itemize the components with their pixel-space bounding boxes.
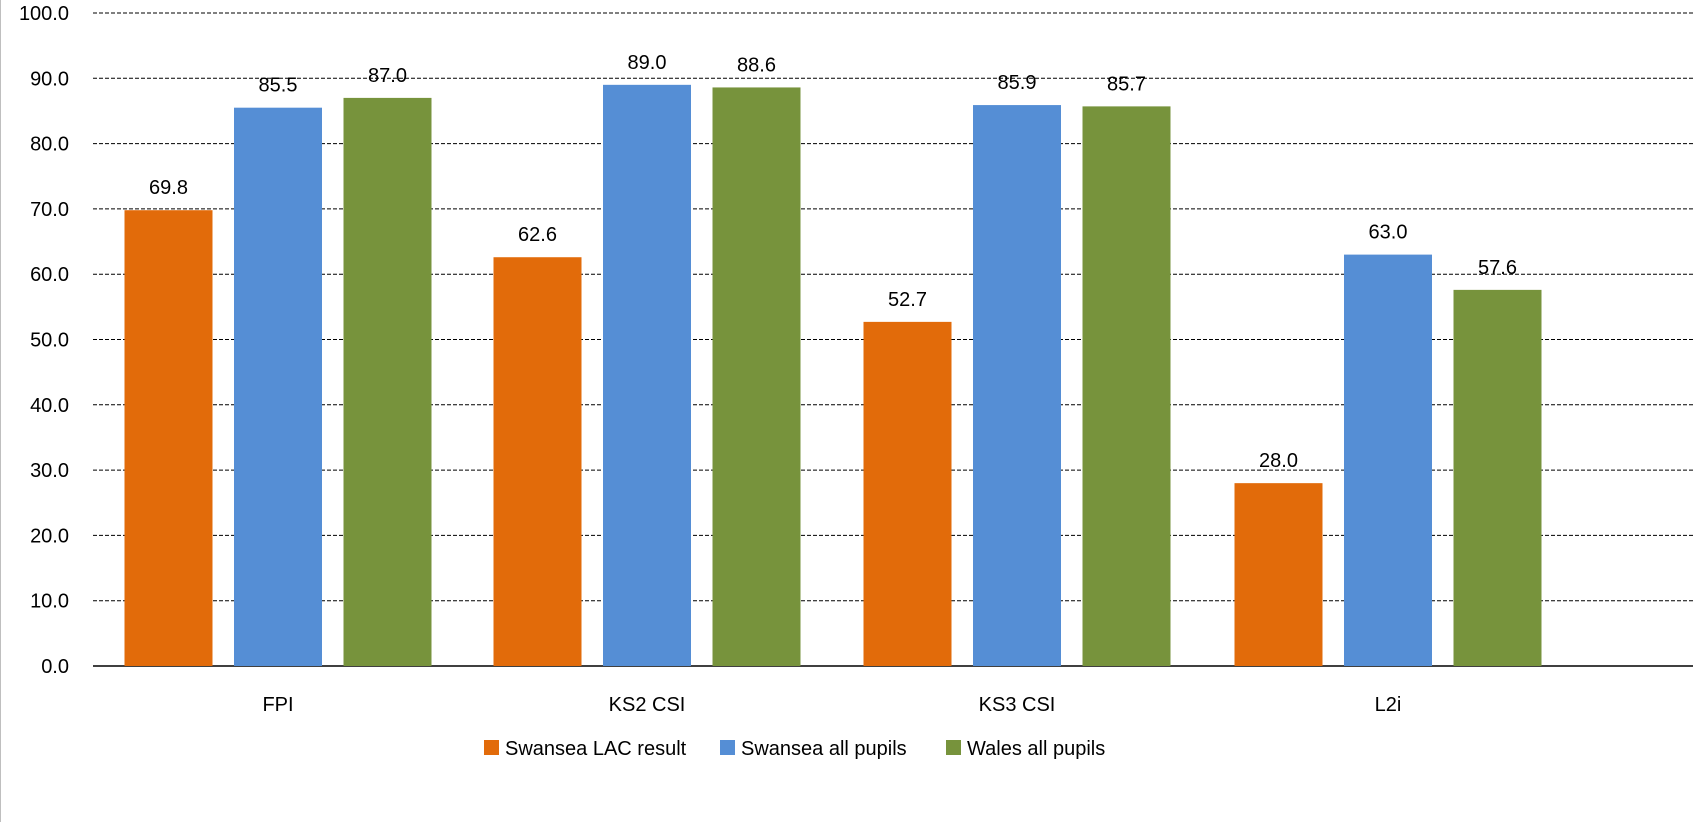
x-category-label: KS3 CSI <box>979 694 1056 716</box>
bar <box>1344 254 1432 667</box>
bar <box>712 87 801 666</box>
bar <box>343 97 432 666</box>
legend-swatch <box>720 740 735 755</box>
data-label: 89.0 <box>628 52 667 74</box>
bar <box>1082 106 1171 666</box>
y-tick-label: 10.0 <box>30 591 69 613</box>
y-tick-label: 0.0 <box>41 656 69 678</box>
y-tick-label: 60.0 <box>30 264 69 286</box>
legend-swatch <box>946 740 961 755</box>
legend-label: Swansea all pupils <box>741 738 907 760</box>
y-axis-tick-labels: 0.0 10.0 20.0 30.0 40.0 50.0 60.0 70.0 80.0 90.0 1… <box>19 3 69 678</box>
bar <box>124 210 213 666</box>
data-labels: 69.8 62.6 52.7 28.0 85.5 89.0 85.9 63.0 87.0 88.6… <box>149 52 1517 472</box>
x-category-label: KS2 CSI <box>609 694 686 716</box>
data-label: 85.7 <box>1107 73 1146 95</box>
legend-item: Swansea all pupils <box>720 738 907 760</box>
y-tick-label: 70.0 <box>30 199 69 221</box>
bar <box>603 84 691 666</box>
x-axis-category-labels: FPI KS2 CSI KS3 CSI L2i <box>262 694 1401 716</box>
data-label: 87.0 <box>368 65 407 87</box>
data-label: 28.0 <box>1259 450 1298 472</box>
legend: Swansea LAC result Swansea all pupils Wale… <box>484 738 1105 760</box>
data-label: 88.6 <box>737 54 776 76</box>
data-label: 63.0 <box>1369 222 1408 244</box>
legend-swatch <box>484 740 499 755</box>
legend-label: Wales all pupils <box>967 738 1105 760</box>
legend-item: Wales all pupils <box>946 738 1105 760</box>
bar <box>863 321 952 666</box>
bar <box>234 107 322 666</box>
legend-item: Swansea LAC result <box>484 738 687 760</box>
y-tick-label: 40.0 <box>30 395 69 417</box>
x-category-label: FPI <box>262 694 293 716</box>
y-tick-label: 20.0 <box>30 525 69 547</box>
legend-label: Swansea LAC result <box>505 738 687 760</box>
data-label: 85.5 <box>259 75 298 97</box>
bar <box>1453 289 1542 666</box>
y-tick-label: 80.0 <box>30 134 69 156</box>
x-category-label: L2i <box>1375 694 1402 716</box>
data-label: 85.9 <box>998 72 1037 94</box>
bar <box>973 105 1061 666</box>
data-label: 62.6 <box>518 224 557 246</box>
y-tick-label: 100.0 <box>19 3 69 25</box>
bars <box>124 84 1542 667</box>
data-label: 69.8 <box>149 177 188 199</box>
y-tick-label: 30.0 <box>30 460 69 482</box>
data-label: 57.6 <box>1478 257 1517 279</box>
y-tick-label: 90.0 <box>30 68 69 90</box>
data-label: 52.7 <box>888 289 927 311</box>
y-tick-label: 50.0 <box>30 330 69 352</box>
bar <box>493 257 582 666</box>
bar <box>1234 483 1323 666</box>
